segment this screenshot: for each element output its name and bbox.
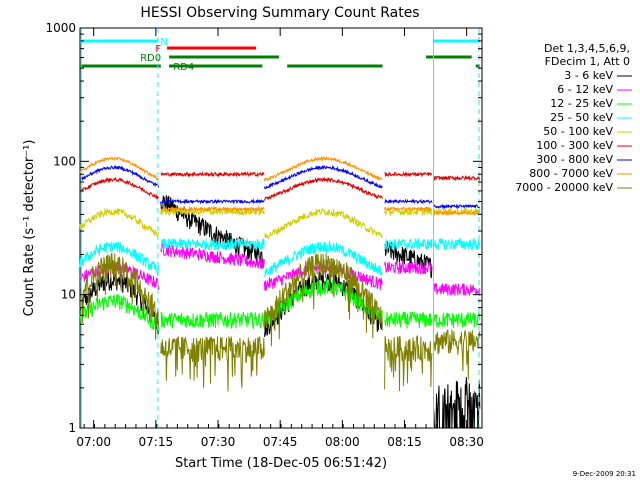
series-line-segment (79, 241, 160, 276)
y-tick-label: 100 (53, 154, 76, 168)
series-7000-20000-kev (79, 252, 481, 392)
x-tick-label: 08:15 (387, 435, 422, 449)
series-line-segment (433, 237, 481, 251)
axis-layer: 07:00 07:15 07:30 07:45 08:00 08:15 08:30 1 10 10… (45, 21, 484, 449)
series-line-segment (263, 155, 383, 182)
legend-entry: 6 - 12 keV (557, 83, 613, 96)
series-line-segment (384, 311, 433, 329)
series-line-segment (384, 206, 432, 212)
series-line-segment (79, 252, 160, 340)
legend-entry: 300 - 800 keV (536, 153, 613, 166)
series-line-segment (433, 376, 481, 429)
series-line-segment (160, 170, 265, 178)
y-axis-label: Count Rate (s⁻¹ detector⁻¹) (22, 140, 37, 317)
legend-entry: 50 - 100 keV (543, 125, 613, 138)
y-tick-label: 10 (61, 288, 76, 302)
series-line-segment (264, 241, 383, 278)
x-tick-label: 08:00 (325, 435, 360, 449)
series-line-segment (384, 334, 433, 392)
legend-entry: 7000 - 20000 keV (515, 181, 613, 194)
series-line-segment (433, 311, 481, 329)
legend-entry: 800 - 7000 keV (529, 167, 613, 180)
series-line-segment (79, 207, 160, 237)
flag-label-rd0: RD0 (140, 53, 161, 64)
footer-timestamp: 9-Dec-2009 20:31 (573, 470, 636, 478)
flag-label-f: F (155, 44, 161, 55)
series-line-segment (160, 238, 265, 252)
legend: Det 1,3,4,5,6,9, FDecim 1, Att 0 3 - 6 k… (515, 42, 632, 194)
series-line-segment (433, 209, 480, 217)
series-50-100-kev (79, 206, 481, 241)
x-tick-label: 07:15 (139, 435, 174, 449)
legend-header-line-2: FDecim 1, Att 0 (545, 55, 630, 68)
y-tick-label: 1 (68, 421, 76, 435)
series-line-segment (263, 176, 383, 202)
x-tick-label: 07:30 (201, 435, 236, 449)
series-line-segment (263, 261, 383, 292)
series-line-segment (384, 238, 433, 251)
legend-header-line-1: Det 1,3,4,5,6,9, (544, 42, 630, 55)
series-line-segment (384, 198, 433, 205)
series-line-segment (160, 198, 265, 205)
series-line-segment (433, 329, 481, 380)
series-12-25-kev (79, 279, 481, 333)
y-tick-label: 1000 (45, 21, 76, 35)
series-line-segment (160, 312, 265, 331)
series-line-segment (433, 283, 481, 297)
series-line-segment (79, 293, 160, 333)
series-line-segment (160, 205, 265, 212)
series-line-segment (79, 176, 160, 201)
data-layer (79, 155, 481, 429)
x-tick-label: 08:30 (449, 435, 484, 449)
legend-entry: 3 - 6 keV (564, 69, 613, 82)
series-line-segment (160, 336, 265, 392)
series-line-segment (384, 171, 433, 178)
series-line-segment (160, 206, 265, 217)
legend-entry: 12 - 25 keV (550, 97, 613, 110)
chart-title: HESSI Observing Summary Count Rates (140, 5, 419, 21)
flag-label-n: N (160, 37, 167, 48)
x-tick-label: 07:45 (263, 435, 298, 449)
series-line-segment (79, 156, 160, 181)
series-line-segment (79, 165, 160, 188)
series-line-segment (263, 279, 383, 329)
series-line-segment (160, 242, 265, 270)
series-line-segment (433, 203, 481, 210)
series-line-segment (264, 208, 383, 241)
series-line-segment (384, 260, 433, 275)
series-line-segment (263, 253, 383, 347)
series-300-800-kev (79, 164, 481, 210)
legend-entry: 100 - 300 keV (536, 139, 613, 152)
x-tick-label: 07:00 (76, 435, 111, 449)
flag-label-rd4: RD4 (173, 62, 194, 73)
x-axis-label: Start Time (18-Dec-05 06:51:42) (175, 456, 387, 471)
legend-entry: 25 - 50 keV (550, 111, 613, 124)
series-800-7000-kev (79, 155, 480, 217)
series-line-segment (433, 174, 481, 182)
series-line-segment (263, 164, 383, 190)
series-100-300-kev (79, 170, 481, 202)
series-25-50-kev (79, 237, 481, 278)
